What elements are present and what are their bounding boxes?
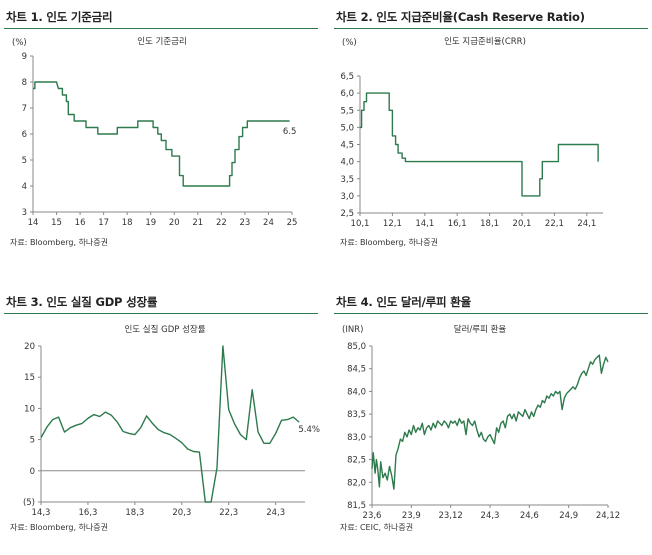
chart-title: 차트 3. 인도 실질 GDP 성장률 <box>6 295 158 309</box>
chart-svg: 3 4 5 6 7 8 9 14 15 16 17 18 19 20 21 22 23 24 25 (%) 인도 기준금… <box>12 36 298 228</box>
y-tick-label: 9 <box>22 52 27 62</box>
y-tick-label: 4 <box>22 182 27 192</box>
x-tick-label: 10,1 <box>351 219 370 229</box>
chart-svg: (5) 0 5 10 15 20 14,3 16,3 18,3 20,3 22,3 24,3 인도 실질… <box>23 324 320 518</box>
y-tick-label: 5,5 <box>340 106 354 116</box>
y-tick-label: 84,5 <box>347 365 366 375</box>
y-tick-label: 5 <box>30 436 35 446</box>
x-tick-label: 24,12 <box>596 511 620 521</box>
y-tick-label: 0 <box>30 467 35 477</box>
series-line <box>360 92 599 197</box>
x-tick-label: 20 <box>169 218 180 228</box>
legend-label: 달러/루피 환율 <box>454 324 507 335</box>
x-tick-label: 23,6 <box>363 511 382 521</box>
chart-panel-usd-inr: 차트 4. 인도 달러/루피 환율 81,5 82,0 82,5 83,0 83,5 84… <box>330 285 650 555</box>
x-tick-label: 24,9 <box>559 511 578 521</box>
y-tick-label: 8 <box>22 78 27 88</box>
x-tick-label: 20,3 <box>172 508 191 518</box>
y-tick-label: 3 <box>22 208 27 218</box>
y-tick-label: 5 <box>22 156 27 166</box>
series-line <box>40 345 300 503</box>
x-tick-label: 16,1 <box>448 219 467 229</box>
chart-title: 차트 1. 인도 기준금리 <box>6 10 113 24</box>
chart-panel-policy-rate: 차트 1. 인도 기준금리 3 4 5 6 7 8 9 14 15 16 17 18 19 20 21 22 2… <box>0 0 320 270</box>
legend-label: 인도 실질 GDP 성장률 <box>124 324 205 335</box>
x-tick-label: 24,3 <box>266 508 285 518</box>
y-tick-label: 6,0 <box>340 89 354 99</box>
x-tick-label: 23 <box>239 218 250 228</box>
chart-source: 자료: Bloomberg, 하나증권 <box>10 238 109 247</box>
series-line <box>371 354 609 490</box>
series-line <box>33 81 290 187</box>
x-tick-label: 22,1 <box>545 219 564 229</box>
title-divider <box>334 28 648 29</box>
y-tick-label: 3,5 <box>340 175 354 185</box>
y-tick-label: 6 <box>22 130 27 140</box>
title-divider <box>4 313 318 314</box>
y-tick-label: 2,5 <box>340 209 354 219</box>
x-tick-label: 22,3 <box>219 508 238 518</box>
x-tick-label: 25 <box>287 218 298 228</box>
y-tick-label: 82,0 <box>347 478 366 488</box>
x-tick-label: 18,3 <box>125 508 144 518</box>
y-tick-label: 83,0 <box>347 433 366 443</box>
legend-label: 인도 지급준비율(CRR) <box>444 36 526 47</box>
x-tick-label: 24 <box>263 218 274 228</box>
y-unit-label: (%) <box>342 38 357 48</box>
chart-svg: 81,5 82,0 82,5 83,0 83,5 84,0 84,5 85,0 23,6 23,9… <box>342 324 620 521</box>
chart-title: 차트 2. 인도 지급준비율(Cash Reserve Ratio) <box>336 10 585 24</box>
x-tick-label: 14 <box>28 218 39 228</box>
title-divider <box>334 313 648 314</box>
x-tick-label: 20,1 <box>513 219 532 229</box>
y-tick-label: 7 <box>22 104 27 114</box>
y-unit-label: (INR) <box>342 325 363 335</box>
x-tick-label: 18 <box>122 218 133 228</box>
y-tick-label: 5,0 <box>340 123 354 133</box>
x-tick-label: 17 <box>98 218 109 228</box>
x-tick-label: 24,1 <box>577 219 596 229</box>
y-tick-label: 81,5 <box>347 501 366 511</box>
y-tick-label: (5) <box>23 498 35 508</box>
x-tick-label: 14,3 <box>32 508 51 518</box>
x-tick-label: 22 <box>216 218 227 228</box>
x-tick-label: 12,1 <box>383 219 402 229</box>
x-tick-label: 16 <box>75 218 86 228</box>
x-tick-label: 23,12 <box>438 511 462 521</box>
chart-panel-cash-reserve-ratio: 차트 2. 인도 지급준비율(Cash Reserve Ratio) 2,5 3,… <box>330 0 650 270</box>
chart-source: 자료: Bloomberg, 하나증권 <box>10 523 109 532</box>
title-divider <box>4 28 318 29</box>
y-tick-label: 4,0 <box>340 158 354 168</box>
x-tick-label: 16,3 <box>78 508 97 518</box>
value-annotation: 5.4% <box>298 425 320 435</box>
y-tick-label: 85,0 <box>347 342 366 352</box>
value-annotation: 6.5 <box>283 127 297 137</box>
x-tick-label: 15 <box>51 218 62 228</box>
chart-source: 자료: CEIC, 하나증권 <box>340 523 414 532</box>
chart-panel-real-gdp-growth: 차트 3. 인도 실질 GDP 성장률 (5) 0 5 10 15 20 14,3 16,3 1… <box>0 285 320 555</box>
chart-title: 차트 4. 인도 달러/루피 환율 <box>336 295 471 309</box>
chart-source: 자료: Bloomberg, 하나증권 <box>340 238 439 247</box>
x-tick-label: 24,3 <box>481 511 500 521</box>
y-tick-label: 4,5 <box>340 141 354 151</box>
y-unit-label: (%) <box>12 38 27 48</box>
y-tick-label: 20 <box>24 342 35 352</box>
y-tick-label: 83,5 <box>347 410 366 420</box>
x-tick-label: 23,9 <box>402 511 421 521</box>
legend-label: 인도 기준금리 <box>137 36 187 47</box>
y-tick-label: 82,5 <box>347 456 366 466</box>
x-tick-label: 14,1 <box>415 219 434 229</box>
y-tick-label: 3,0 <box>340 192 354 202</box>
y-tick-label: 15 <box>24 373 35 383</box>
y-tick-label: 10 <box>24 404 35 414</box>
y-tick-label: 84,0 <box>347 387 366 397</box>
x-tick-label: 19 <box>145 218 156 228</box>
y-tick-label: 6,5 <box>340 72 354 82</box>
x-tick-label: 21 <box>192 218 203 228</box>
x-tick-label: 18,1 <box>480 219 499 229</box>
x-tick-label: 24,6 <box>520 511 539 521</box>
chart-svg: 2,5 3,0 3,5 4,0 4,5 5,0 5,5 6,0 6,5 10,1 12,1 14,1 1… <box>340 36 603 229</box>
